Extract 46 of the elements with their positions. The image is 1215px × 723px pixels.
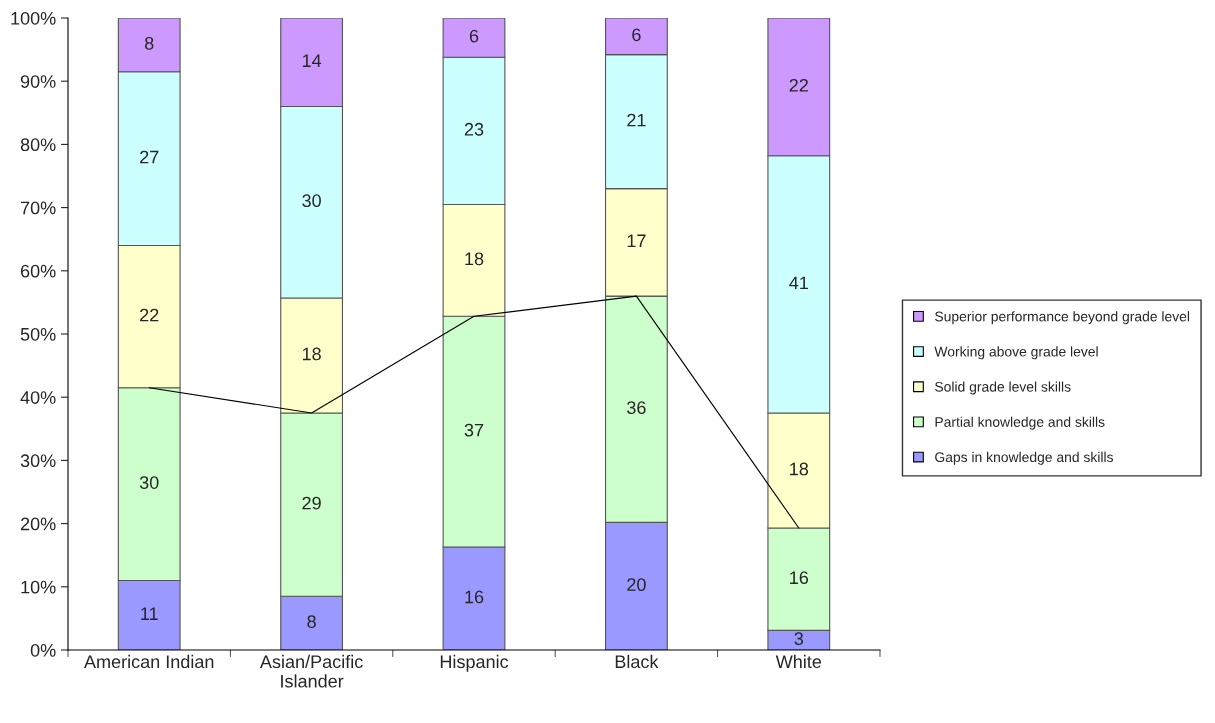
data-label: 27: [140, 150, 159, 164]
data-label: 3: [794, 632, 804, 646]
data-label: 37: [464, 423, 484, 437]
data-label: 36: [627, 401, 646, 415]
y-tick-label: 90%: [20, 75, 56, 88]
y-tick-label: 20%: [20, 517, 56, 531]
data-label: 30: [302, 194, 321, 208]
y-tick-label: 60%: [20, 264, 56, 278]
data-label: 6: [469, 29, 479, 43]
data-label: 18: [465, 252, 484, 266]
x-tick-label: Hispanic: [440, 654, 509, 672]
data-label: 16: [465, 590, 484, 604]
y-tick-label: 10%: [21, 580, 56, 594]
data-label: 17: [627, 234, 646, 248]
y-tick-label: 40%: [20, 391, 56, 404]
x-tick-label: Asian/Pacific Islander: [259, 654, 363, 688]
legend-label: Superior performance beyond grade level: [935, 311, 1190, 325]
y-tick-label: 30%: [20, 454, 56, 468]
x-tick-label: White: [775, 654, 822, 669]
y-tick-label: 0%: [30, 643, 56, 657]
data-label: 18: [302, 347, 321, 361]
data-label: 16: [790, 571, 809, 585]
data-label: 41: [789, 276, 808, 290]
data-label: 21: [627, 113, 646, 127]
y-tick-label: 80%: [20, 138, 56, 152]
legend-label: Gaps in knowledge and skills: [935, 451, 1114, 465]
y-tick-label: 50%: [20, 327, 56, 341]
data-label: 8: [307, 615, 316, 628]
data-label: 29: [302, 496, 321, 510]
data-label: 30: [139, 476, 159, 489]
x-tick-label: Black: [615, 654, 659, 669]
data-label: 23: [464, 122, 484, 136]
legend-label: Partial knowledge and skills: [935, 416, 1105, 430]
data-label: 8: [144, 36, 154, 50]
y-tick-label: 100%: [11, 11, 56, 25]
data-label: 18: [790, 462, 809, 476]
data-label: 6: [632, 28, 641, 42]
data-label: 14: [302, 54, 322, 67]
legend-label: Working above grade level: [934, 346, 1098, 360]
data-label: 22: [789, 78, 808, 92]
x-tick-label: American Indian: [84, 654, 214, 669]
data-label: 11: [141, 607, 158, 620]
data-label: 22: [140, 308, 159, 322]
y-tick-label: 70%: [20, 201, 56, 215]
data-label: 20: [627, 578, 646, 592]
legend-label: Solid grade level skills: [935, 381, 1071, 395]
